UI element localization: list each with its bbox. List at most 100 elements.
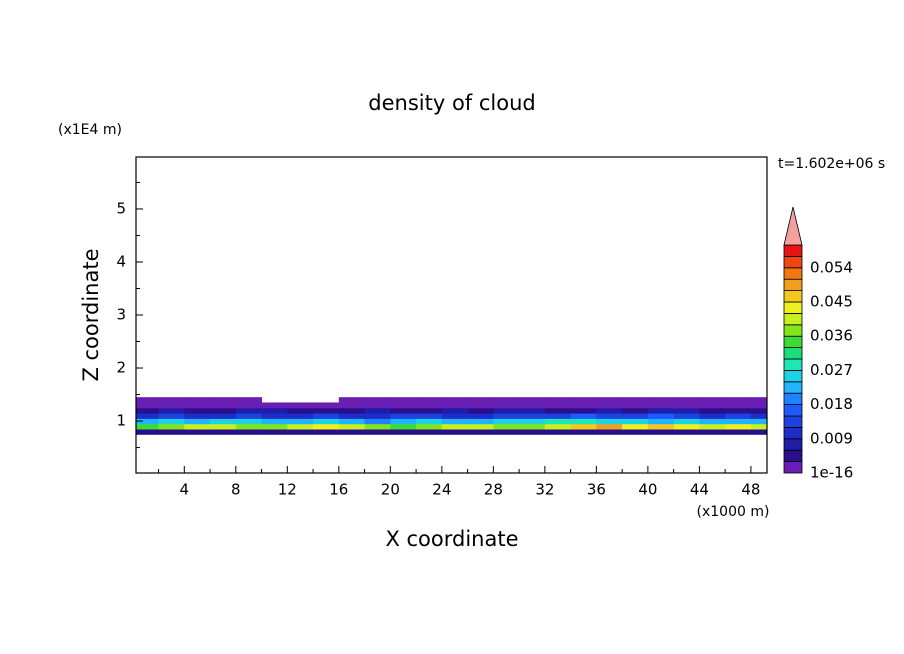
contour-cell bbox=[622, 413, 649, 419]
contour-cell bbox=[235, 407, 263, 414]
contour-cell bbox=[544, 413, 572, 419]
colorbar-tick-label: 1e-16 bbox=[810, 464, 853, 482]
colorbar-box bbox=[783, 244, 803, 257]
y-tick-label: 4 bbox=[116, 252, 126, 270]
contour-cell bbox=[493, 402, 520, 409]
contour-cell bbox=[570, 397, 597, 403]
contour-cell bbox=[467, 402, 494, 409]
contour-cell bbox=[699, 428, 726, 435]
contour-cell bbox=[596, 428, 623, 435]
contour-cell bbox=[596, 413, 623, 419]
contour-cell bbox=[287, 418, 314, 425]
contour-cell bbox=[699, 418, 726, 425]
contour-cell bbox=[136, 402, 160, 409]
contour-cell bbox=[544, 397, 572, 403]
contour-cell bbox=[519, 418, 546, 425]
contour-cell bbox=[235, 423, 263, 430]
contour-cell bbox=[467, 428, 494, 435]
colorbar-box bbox=[783, 415, 803, 428]
contour-cell bbox=[725, 428, 752, 435]
colorbar-box bbox=[783, 426, 803, 440]
colorbar-box bbox=[783, 381, 803, 394]
contour-cell bbox=[544, 402, 572, 409]
contour-cell bbox=[235, 402, 263, 409]
contour-cell bbox=[750, 407, 767, 414]
contour-cell bbox=[647, 397, 675, 403]
contour-cell bbox=[622, 402, 649, 409]
y-tick-label: 3 bbox=[116, 306, 126, 324]
contour-cell bbox=[647, 423, 675, 430]
contour-cell bbox=[570, 413, 597, 419]
contour-cell bbox=[519, 428, 546, 435]
contour-cell bbox=[364, 418, 391, 425]
contour-cell bbox=[390, 423, 417, 430]
colorbar-box bbox=[783, 312, 803, 326]
contour-cell bbox=[416, 413, 443, 419]
x-tick-label: 28 bbox=[484, 481, 503, 499]
contour-cell bbox=[519, 402, 546, 409]
contour-cell bbox=[261, 413, 288, 419]
contour-cell bbox=[673, 423, 700, 430]
contour-cell bbox=[158, 407, 185, 414]
colorbar-box bbox=[783, 255, 803, 269]
colorbar-box bbox=[783, 358, 803, 371]
x-tick-label: 20 bbox=[381, 481, 400, 499]
contour-cell bbox=[210, 418, 237, 425]
contour-cell bbox=[416, 407, 443, 414]
contour-cell bbox=[416, 428, 443, 435]
contour-cell bbox=[136, 413, 160, 419]
contour-cell bbox=[441, 407, 469, 414]
contour-cell bbox=[750, 397, 767, 403]
colorbar-tick-label: 0.054 bbox=[810, 258, 853, 276]
contour-cell bbox=[338, 428, 366, 435]
contour-cell bbox=[210, 402, 237, 409]
contour-cell bbox=[622, 428, 649, 435]
contour-cell bbox=[210, 428, 237, 435]
contour-cell bbox=[235, 418, 263, 425]
contour-cell bbox=[544, 418, 572, 425]
contour-cell bbox=[338, 423, 366, 430]
contour-cell bbox=[467, 418, 494, 425]
colorbar-box bbox=[783, 290, 803, 303]
contour-cell bbox=[673, 428, 700, 435]
contour-cell bbox=[699, 402, 726, 409]
contour-cell bbox=[416, 418, 443, 425]
contour-cell bbox=[750, 418, 767, 425]
colorbar-box bbox=[783, 438, 803, 451]
contour-cell bbox=[519, 423, 546, 430]
contour-cell bbox=[364, 423, 391, 430]
y-tick-label: 5 bbox=[116, 199, 126, 217]
colorbar-box bbox=[783, 347, 803, 360]
contour-cell bbox=[596, 418, 623, 425]
contour-cell bbox=[184, 413, 211, 419]
x-tick-label: 8 bbox=[231, 481, 241, 499]
contour-cell bbox=[725, 418, 752, 425]
contour-cell bbox=[673, 397, 700, 403]
x-tick-label: 12 bbox=[278, 481, 297, 499]
contour-cell bbox=[364, 397, 391, 403]
contour-cell bbox=[210, 413, 237, 419]
contour-cell bbox=[136, 407, 160, 414]
contour-cell bbox=[673, 418, 700, 425]
contour-cell bbox=[390, 428, 417, 435]
colorbar-over bbox=[783, 206, 803, 246]
contour-cell bbox=[647, 418, 675, 425]
contour-cell bbox=[725, 413, 752, 419]
contour-cell bbox=[441, 397, 469, 403]
contour-cell bbox=[338, 397, 366, 403]
contour-cell bbox=[596, 397, 623, 403]
contour-cell bbox=[493, 413, 520, 419]
contour-cell bbox=[622, 423, 649, 430]
contour-cell bbox=[136, 397, 160, 403]
contour-cell bbox=[261, 428, 288, 435]
x-tick-label: 36 bbox=[587, 481, 606, 499]
contour-cell bbox=[136, 428, 160, 435]
time-label: t=1.602e+06 s bbox=[778, 156, 885, 172]
colorbar-box bbox=[783, 267, 803, 280]
contour-cell bbox=[596, 402, 623, 409]
contour-cell bbox=[596, 407, 623, 414]
contour-cell bbox=[647, 413, 675, 419]
contour-cell bbox=[725, 407, 752, 414]
contour-cell bbox=[313, 423, 340, 430]
contour-cell bbox=[338, 413, 366, 419]
